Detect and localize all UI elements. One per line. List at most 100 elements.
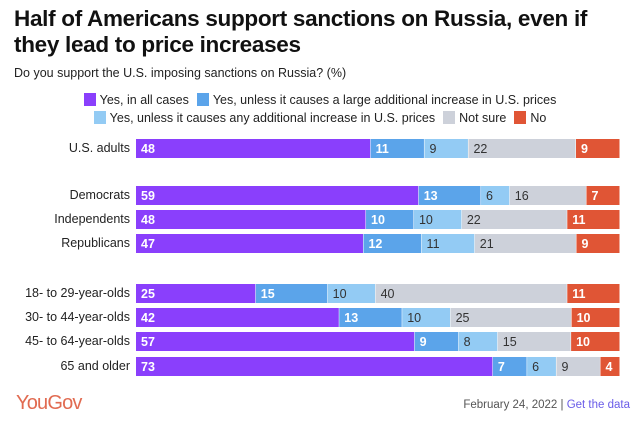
data-label: 10: [576, 335, 590, 349]
legend-swatch: [514, 110, 527, 124]
bar-segment: [255, 284, 328, 303]
data-label: 59: [141, 189, 155, 203]
legend-label: Not sure: [459, 110, 507, 125]
bar-segment: [424, 139, 468, 158]
bar-segment: [556, 357, 600, 376]
data-label: 22: [467, 213, 481, 227]
bar-segment: [366, 210, 414, 229]
data-label: 10: [577, 311, 591, 325]
legend-line-1: Yes, in all cases Yes, unless it causes a…: [0, 92, 640, 107]
legend-label: No: [530, 110, 547, 125]
bar-segment: [586, 186, 620, 205]
bar-segment: [136, 357, 493, 376]
legend-label: Yes, unless it causes any additional inc…: [109, 110, 436, 125]
chart-title: Half of Americans support sanctions on R…: [14, 6, 588, 57]
bar-segment: [414, 332, 459, 351]
legend-line-2: Yes, unless it causes any additional inc…: [0, 110, 640, 125]
legend-swatch: [196, 92, 209, 106]
category-label: Independents: [54, 212, 130, 226]
bar-segment: [527, 357, 556, 376]
data-label: 10: [419, 213, 433, 227]
bar-segment: [509, 186, 586, 205]
data-label: 15: [261, 287, 275, 301]
bar-segment: [402, 308, 451, 327]
data-label: 10: [407, 311, 421, 325]
footer-date: February 24, 2022: [463, 399, 558, 411]
bar-segment: [461, 210, 567, 229]
data-label: 6: [486, 189, 493, 203]
data-label: 11: [572, 213, 585, 227]
data-label: 11: [572, 287, 585, 301]
footer-info: February 24, 2022 | Get the data: [463, 399, 630, 411]
data-label: 9: [581, 237, 588, 251]
data-label: 47: [141, 237, 155, 251]
legend-label: Yes, in all cases: [99, 92, 189, 107]
data-label: 13: [344, 311, 358, 325]
bar-segment: [450, 308, 572, 327]
bar-segment: [363, 234, 422, 253]
data-label: 7: [591, 189, 598, 203]
legend-swatch: [83, 92, 96, 106]
data-label: 9: [561, 360, 568, 374]
category-label: Democrats: [69, 188, 130, 202]
data-label: 7: [498, 360, 505, 374]
bar-segment: [339, 308, 402, 327]
data-label: 42: [141, 311, 155, 325]
legend-item: Not sure: [443, 110, 507, 125]
bar-segment: [481, 186, 510, 205]
data-label: 16: [515, 189, 529, 203]
data-label: 57: [141, 335, 155, 349]
category-label: 65 and older: [60, 359, 130, 373]
bar-segment: [370, 139, 424, 158]
legend-item: Yes, unless it causes any additional inc…: [93, 110, 436, 125]
data-label: 21: [480, 237, 494, 251]
bar-segment: [600, 357, 620, 376]
bar-segment: [567, 284, 620, 303]
legend-item: Yes, in all cases: [83, 92, 189, 107]
bar-segment: [571, 332, 620, 351]
get-the-data-link[interactable]: Get the data: [566, 399, 630, 411]
legend-item: Yes, unless it causes a large additional…: [196, 92, 556, 107]
category-label: 30- to 44-year-olds: [25, 310, 130, 324]
data-label: 8: [464, 335, 471, 349]
bar-segment: [327, 284, 376, 303]
bar-segment: [136, 234, 363, 253]
bar-segment: [413, 210, 462, 229]
bar-segment: [576, 139, 620, 158]
data-label: 9: [420, 335, 427, 349]
data-label: 48: [141, 142, 155, 156]
data-label: 9: [581, 142, 588, 156]
data-label: 48: [141, 213, 155, 227]
bar-segment: [375, 284, 567, 303]
footer-separator: |: [557, 399, 567, 411]
bar-segment: [136, 186, 419, 205]
category-label: U.S. adults: [68, 141, 130, 155]
data-label: 4: [605, 360, 612, 374]
data-label: 10: [333, 287, 347, 301]
data-label: 22: [473, 142, 487, 156]
bar-segment: [136, 139, 371, 158]
chart-subtitle: Do you support the U.S. imposing sanctio…: [14, 66, 347, 80]
legend-item: No: [514, 110, 547, 125]
data-label: 40: [381, 287, 395, 301]
bar-segment: [492, 357, 527, 376]
data-label: 11: [427, 237, 440, 251]
data-label: 11: [376, 142, 389, 156]
data-label: 25: [456, 311, 470, 325]
bar-segment: [136, 308, 339, 327]
legend-swatch: [93, 110, 106, 124]
data-label: 9: [429, 142, 436, 156]
category-label: 18- to 29-year-olds: [25, 286, 130, 300]
bar-segment: [136, 332, 415, 351]
bar-segment: [458, 332, 498, 351]
category-label: Republicans: [61, 236, 130, 250]
yougov-logo: YouGov: [16, 392, 82, 414]
data-label: 25: [141, 287, 155, 301]
bar-segment: [576, 234, 620, 253]
bar-segment: [571, 308, 620, 327]
bar-segment: [497, 332, 571, 351]
data-label: 15: [503, 335, 517, 349]
bar-segment: [474, 234, 576, 253]
bar-segment: [567, 210, 620, 229]
